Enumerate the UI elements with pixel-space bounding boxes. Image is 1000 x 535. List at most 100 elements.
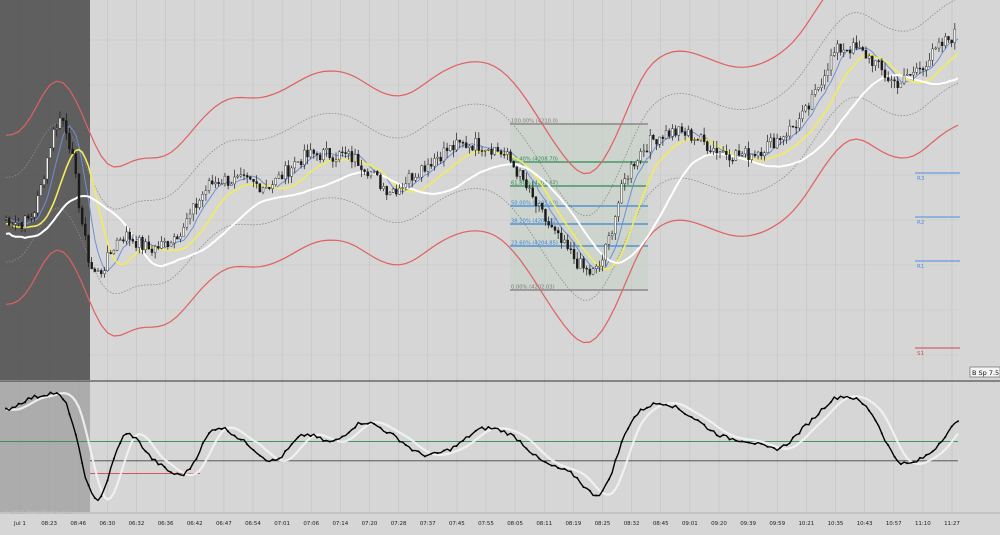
candle-body: [430, 164, 433, 167]
osc-point: [277, 457, 280, 460]
candle-body: [306, 149, 309, 158]
fib-level-label: 61.80% (4207.67): [511, 181, 558, 187]
candle-body: [204, 190, 208, 195]
candle-body: [585, 267, 588, 270]
candle-body: [4, 217, 8, 220]
scale-badge-box: [969, 366, 1000, 378]
candle-body: [382, 186, 385, 189]
candle-body: [49, 147, 52, 159]
candle-body: [293, 161, 296, 169]
candle-body: [77, 173, 81, 209]
grid: [0, 0, 958, 512]
candle-body: [325, 147, 328, 150]
candle-body: [80, 207, 84, 225]
candle-body: [950, 39, 953, 44]
osc-point: [684, 413, 687, 416]
x-tick-label: 06:47: [216, 521, 232, 527]
candle-body: [839, 43, 842, 53]
candle-body: [741, 153, 744, 156]
osc-point: [588, 489, 591, 492]
slow-moving-average: [5, 73, 959, 268]
candle-body: [833, 52, 836, 56]
osc-point: [639, 408, 642, 411]
candle-body: [572, 249, 576, 260]
fib-zone: [510, 124, 648, 290]
session-shading: [0, 0, 90, 512]
osc-point: [436, 452, 439, 455]
candle-body: [823, 75, 826, 86]
candle-body: [871, 55, 874, 66]
candle-body: [357, 154, 360, 166]
x-tick-label: 08:25: [595, 521, 611, 527]
pivot-label: R2: [917, 220, 924, 226]
candle-body: [487, 149, 490, 151]
candle-body: [233, 176, 236, 185]
candle-body: [782, 136, 785, 141]
candle-body: [604, 243, 607, 261]
osc-point: [163, 466, 166, 469]
osc-point: [347, 431, 350, 434]
candle-body: [496, 147, 500, 152]
candle-body: [928, 59, 931, 67]
candle-body: [845, 49, 849, 52]
osc-point: [36, 396, 39, 399]
osc-point: [131, 436, 134, 439]
candle-body: [683, 131, 687, 136]
candle-body: [179, 236, 182, 240]
candle-body: [763, 152, 766, 157]
candle-body: [426, 164, 430, 172]
osc-point: [544, 461, 547, 464]
copyright-text: © 2021 NinjaTrader, LLC: [4, 509, 72, 516]
candle-body: [541, 202, 544, 210]
candle-body: [874, 60, 877, 66]
session-shade-price: [0, 0, 90, 380]
osc-point: [715, 434, 718, 437]
candle-body: [658, 136, 661, 145]
candle-body: [42, 178, 46, 185]
osc-point: [315, 436, 318, 439]
osc-point: [595, 494, 598, 497]
fib-level-label: 38.20% (4204.12): [511, 219, 558, 225]
candle-body: [560, 232, 563, 243]
osc-point: [430, 452, 433, 455]
osc-point: [671, 406, 674, 409]
candle-body: [287, 165, 290, 177]
candle-body: [693, 139, 696, 141]
candle-body: [414, 176, 417, 181]
candle-body: [461, 142, 465, 144]
x-tick-label: 08:11: [536, 521, 552, 527]
osc-point: [576, 476, 579, 479]
candle-body: [550, 224, 554, 228]
candle-body: [192, 203, 195, 215]
candle-body: [7, 217, 11, 226]
osc-point: [252, 449, 255, 452]
candle-body: [766, 141, 769, 153]
candle-body: [452, 144, 455, 151]
candle-body: [677, 126, 680, 136]
candle-body: [826, 69, 830, 76]
candle-body: [322, 149, 325, 161]
osc-point: [531, 453, 534, 456]
candle-body: [925, 66, 928, 71]
candle-body: [27, 215, 30, 219]
x-tick-label: 10:43: [857, 521, 873, 527]
candle-body: [715, 148, 719, 154]
osc-point: [601, 489, 604, 492]
candle-body: [433, 158, 436, 167]
candle-body: [934, 47, 937, 50]
osc-point: [335, 438, 338, 441]
candle-body: [226, 175, 230, 186]
osc-point: [373, 422, 376, 425]
x-tick-label: 08:45: [653, 521, 669, 527]
candle-body: [620, 183, 623, 204]
osc-point: [709, 429, 712, 432]
candle-body: [483, 149, 487, 152]
candle-body: [899, 82, 903, 88]
candle-body: [718, 151, 722, 154]
osc-point: [741, 440, 744, 443]
osc-point: [677, 408, 680, 411]
osc-point: [506, 433, 509, 436]
osc-point: [258, 454, 261, 457]
